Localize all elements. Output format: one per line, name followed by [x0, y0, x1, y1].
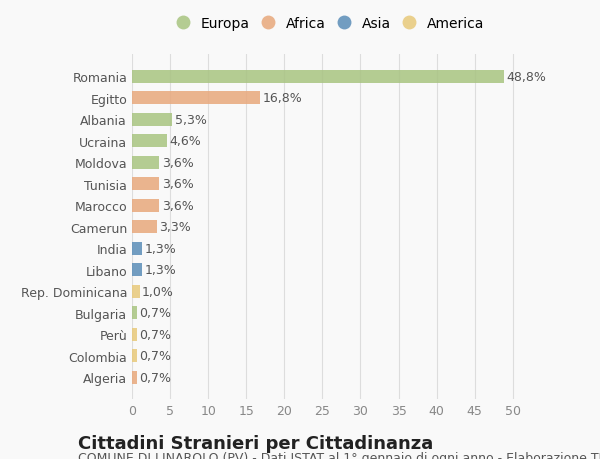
Bar: [132, 157, 160, 169]
Text: 0,7%: 0,7%: [140, 328, 172, 341]
Text: 0,7%: 0,7%: [140, 349, 172, 362]
Legend: Europa, Africa, Asia, America: Europa, Africa, Asia, America: [176, 17, 484, 31]
Text: 1,3%: 1,3%: [144, 263, 176, 277]
Text: 0,7%: 0,7%: [140, 371, 172, 384]
Bar: [132, 242, 142, 255]
Bar: [132, 263, 142, 276]
Text: 48,8%: 48,8%: [506, 71, 546, 84]
Bar: [132, 371, 137, 384]
Bar: [132, 307, 137, 319]
Bar: [132, 71, 503, 84]
Bar: [132, 221, 157, 234]
Text: 4,6%: 4,6%: [169, 135, 201, 148]
Bar: [132, 92, 260, 105]
Text: Cittadini Stranieri per Cittadinanza: Cittadini Stranieri per Cittadinanza: [78, 434, 433, 452]
Text: 3,6%: 3,6%: [162, 199, 193, 212]
Text: 16,8%: 16,8%: [262, 92, 302, 105]
Text: 1,3%: 1,3%: [144, 242, 176, 255]
Text: 0,7%: 0,7%: [140, 307, 172, 319]
Bar: [132, 199, 160, 212]
Text: 3,3%: 3,3%: [160, 221, 191, 234]
Bar: [132, 135, 167, 148]
Text: COMUNE DI LINAROLO (PV) - Dati ISTAT al 1° gennaio di ogni anno - Elaborazione T: COMUNE DI LINAROLO (PV) - Dati ISTAT al …: [78, 451, 600, 459]
Text: 1,0%: 1,0%: [142, 285, 174, 298]
Text: 3,6%: 3,6%: [162, 157, 193, 169]
Bar: [132, 178, 160, 191]
Bar: [132, 285, 140, 298]
Bar: [132, 328, 137, 341]
Bar: [132, 349, 137, 362]
Bar: [132, 113, 172, 127]
Text: 5,3%: 5,3%: [175, 113, 206, 127]
Text: 3,6%: 3,6%: [162, 178, 193, 191]
